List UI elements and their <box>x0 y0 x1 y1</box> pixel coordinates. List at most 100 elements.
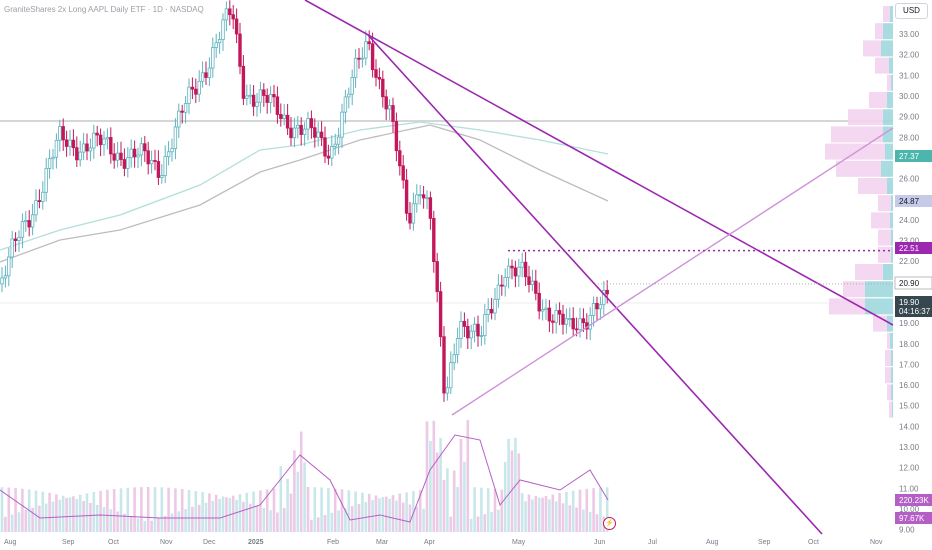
candle-body[interactable] <box>537 292 541 312</box>
candle-body[interactable] <box>302 128 307 135</box>
candle-body[interactable] <box>588 315 592 330</box>
candle-body[interactable] <box>330 145 334 159</box>
candle-body[interactable] <box>472 323 477 332</box>
candle-body[interactable] <box>132 148 137 158</box>
candle-body[interactable] <box>411 203 416 224</box>
candle-body[interactable] <box>197 80 201 95</box>
candle-body[interactable] <box>95 132 99 136</box>
candle-body[interactable] <box>190 86 195 90</box>
candle-body[interactable] <box>513 267 518 277</box>
candle-body[interactable] <box>483 314 487 336</box>
candle-body[interactable] <box>404 179 409 214</box>
candle-body[interactable] <box>425 197 429 200</box>
candle-body[interactable] <box>496 284 501 300</box>
currency-button[interactable]: USD <box>895 3 928 19</box>
candle-body[interactable] <box>47 158 52 169</box>
candle-body[interactable] <box>598 304 603 310</box>
candle-body[interactable] <box>139 143 144 156</box>
candle-body[interactable] <box>64 139 69 147</box>
candle-body[interactable] <box>78 151 82 161</box>
candle-body[interactable] <box>336 136 341 145</box>
candle-body[interactable] <box>357 57 361 60</box>
candle-body[interactable] <box>360 57 365 60</box>
candle-body[interactable] <box>394 121 399 152</box>
candle-body[interactable] <box>163 156 167 176</box>
candle-body[interactable] <box>486 308 490 315</box>
candle-body[interactable] <box>44 167 48 193</box>
candle-body[interactable] <box>506 265 511 278</box>
candle-body[interactable] <box>296 124 300 129</box>
candle-body[interactable] <box>248 94 252 97</box>
candle-body[interactable] <box>92 132 96 149</box>
candle-body[interactable] <box>228 8 232 16</box>
candle-body[interactable] <box>387 105 392 110</box>
candle-body[interactable] <box>3 275 8 279</box>
candle-body[interactable] <box>578 318 582 330</box>
candle-body[interactable] <box>466 326 470 339</box>
candle-body[interactable] <box>81 143 86 153</box>
candle-body[interactable] <box>20 221 25 238</box>
candle-body[interactable] <box>170 148 174 153</box>
candle-body[interactable] <box>34 200 38 216</box>
candle-body[interactable] <box>326 155 331 159</box>
candle-body[interactable] <box>156 161 161 178</box>
candle-body[interactable] <box>272 94 276 98</box>
candle-body[interactable] <box>285 114 290 129</box>
candle-body[interactable] <box>24 220 28 223</box>
candle-body[interactable] <box>177 110 181 128</box>
candle-body[interactable] <box>459 320 463 339</box>
candle-body[interactable] <box>469 330 473 339</box>
candle-body[interactable] <box>605 289 609 295</box>
candle-body[interactable] <box>231 14 235 20</box>
candle-body[interactable] <box>500 284 504 287</box>
candle-body[interactable] <box>75 147 79 161</box>
candle-body[interactable] <box>146 150 150 165</box>
candle-body[interactable] <box>214 42 218 48</box>
candle-body[interactable] <box>275 96 280 115</box>
candle-body[interactable] <box>438 291 443 338</box>
candle-body[interactable] <box>61 126 65 141</box>
candle-body[interactable] <box>224 8 229 21</box>
candle-body[interactable] <box>306 118 310 130</box>
candle-body[interactable] <box>268 94 273 103</box>
trendline-steep[interactable] <box>367 34 823 535</box>
candle-body[interactable] <box>602 289 606 306</box>
candle-body[interactable] <box>503 277 507 287</box>
candle-body[interactable] <box>367 41 371 45</box>
candle-body[interactable] <box>115 152 120 161</box>
candle-body[interactable] <box>292 127 297 139</box>
candle-body[interactable] <box>160 175 164 178</box>
candle-body[interactable] <box>200 72 205 82</box>
candle-body[interactable] <box>173 126 178 149</box>
candle-body[interactable] <box>51 156 55 160</box>
candle-body[interactable] <box>180 110 184 113</box>
candle-body[interactable] <box>571 318 575 330</box>
candle-body[interactable] <box>88 147 93 152</box>
candle-body[interactable] <box>435 261 439 293</box>
candle-body[interactable] <box>187 86 191 104</box>
candle-body[interactable] <box>221 19 225 40</box>
candle-body[interactable] <box>534 280 538 294</box>
candle-body[interactable] <box>251 94 256 107</box>
candle-body[interactable] <box>479 335 484 337</box>
candle-body[interactable] <box>561 313 565 325</box>
candle-body[interactable] <box>418 194 422 197</box>
candle-body[interactable] <box>68 139 72 147</box>
candle-body[interactable] <box>238 33 242 67</box>
candle-body[interactable] <box>183 103 188 113</box>
candle-body[interactable] <box>316 131 320 138</box>
candle-body[interactable] <box>540 309 545 312</box>
candle-body[interactable] <box>568 318 572 320</box>
candle-body[interactable] <box>581 318 586 324</box>
candle-body[interactable] <box>245 95 249 99</box>
candle-body[interactable] <box>71 139 76 149</box>
candle-body[interactable] <box>452 354 456 364</box>
candle-body[interactable] <box>17 236 21 241</box>
candle-body[interactable] <box>112 153 116 161</box>
candle-body[interactable] <box>530 280 535 285</box>
candle-body[interactable] <box>323 137 327 157</box>
candle-body[interactable] <box>408 212 412 224</box>
candle-body[interactable] <box>391 105 395 122</box>
candle-body[interactable] <box>119 152 123 160</box>
